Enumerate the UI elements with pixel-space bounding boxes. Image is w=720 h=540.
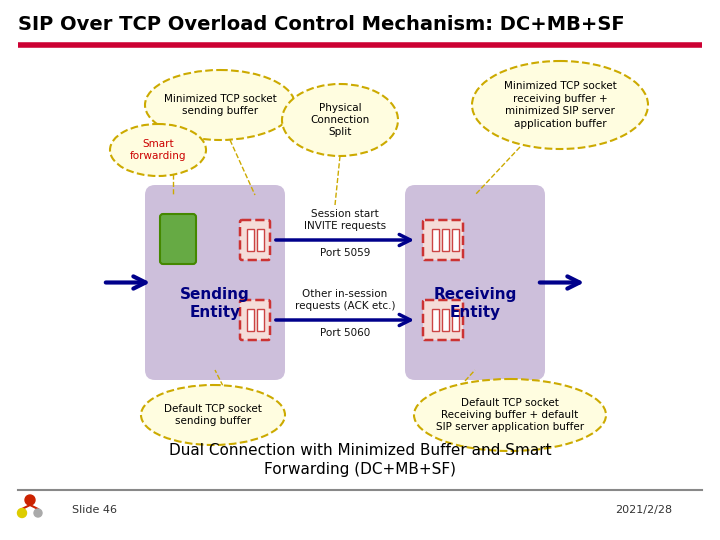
Bar: [442, 309, 449, 331]
Text: Port 5060: Port 5060: [320, 328, 370, 338]
Ellipse shape: [145, 70, 295, 140]
Bar: [432, 309, 439, 331]
Text: Dual Connection with Minimized Buffer and Smart
Forwarding (DC+MB+SF): Dual Connection with Minimized Buffer an…: [168, 443, 552, 477]
FancyBboxPatch shape: [423, 300, 463, 340]
Bar: [452, 229, 459, 251]
FancyBboxPatch shape: [145, 185, 285, 380]
Text: Smart
forwarding: Smart forwarding: [130, 139, 186, 161]
FancyBboxPatch shape: [423, 220, 463, 260]
FancyBboxPatch shape: [405, 185, 545, 380]
Bar: [432, 229, 439, 251]
Text: Receiving
Entity: Receiving Entity: [433, 287, 517, 320]
Text: Minimized TCP socket
sending buffer: Minimized TCP socket sending buffer: [163, 94, 276, 116]
Bar: [246, 229, 253, 251]
Bar: [256, 229, 264, 251]
Text: Other in-session
requests (ACK etc.): Other in-session requests (ACK etc.): [294, 289, 395, 311]
Text: Slide 46: Slide 46: [72, 505, 117, 515]
FancyBboxPatch shape: [240, 220, 270, 260]
Text: Session start
INVITE requests: Session start INVITE requests: [304, 209, 386, 231]
Text: Physical
Connection
Split: Physical Connection Split: [310, 103, 369, 137]
Ellipse shape: [110, 124, 206, 176]
Ellipse shape: [414, 379, 606, 451]
FancyBboxPatch shape: [240, 300, 270, 340]
Bar: [256, 309, 264, 331]
Bar: [246, 309, 253, 331]
Text: Port 5059: Port 5059: [320, 248, 370, 258]
Text: 2021/2/28: 2021/2/28: [615, 505, 672, 515]
FancyBboxPatch shape: [160, 214, 196, 264]
Ellipse shape: [141, 385, 285, 445]
Ellipse shape: [282, 84, 398, 156]
Circle shape: [25, 495, 35, 505]
Bar: [442, 229, 449, 251]
Text: Default TCP socket
Receiving buffer + default
SIP server application buffer: Default TCP socket Receiving buffer + de…: [436, 397, 584, 433]
Text: Sending
Entity: Sending Entity: [180, 287, 250, 320]
Text: SIP Over TCP Overload Control Mechanism: DC+MB+SF: SIP Over TCP Overload Control Mechanism:…: [18, 16, 625, 35]
Circle shape: [17, 509, 27, 517]
Circle shape: [34, 509, 42, 517]
Text: Default TCP socket
sending buffer: Default TCP socket sending buffer: [164, 404, 262, 426]
Ellipse shape: [472, 61, 648, 149]
Text: Minimized TCP socket
receiving buffer +
minimized SIP server
application buffer: Minimized TCP socket receiving buffer + …: [503, 82, 616, 129]
Bar: [452, 309, 459, 331]
